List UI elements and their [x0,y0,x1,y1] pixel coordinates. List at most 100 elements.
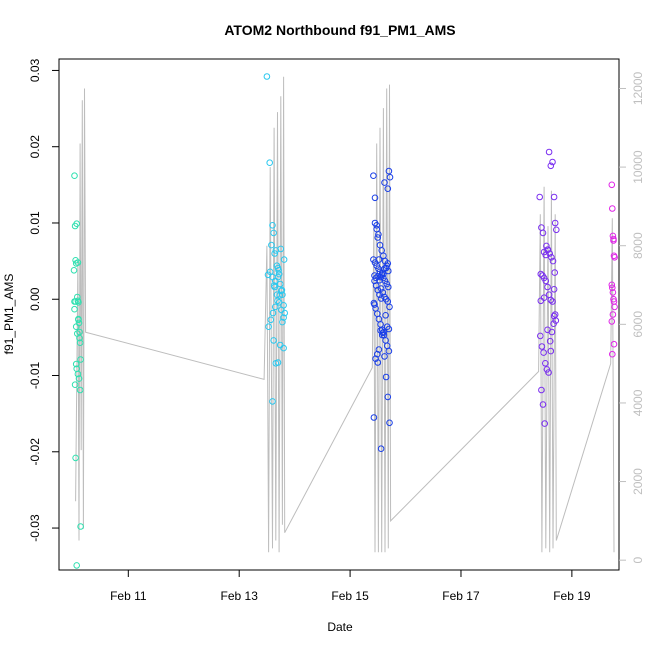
data-point [609,284,616,292]
data-point [551,219,559,227]
data-point [279,318,286,326]
data-point [74,370,82,378]
y-axis-label: f91_PM1_AMS [2,274,16,355]
data-point [386,173,394,181]
data-point [553,226,560,234]
data-point [275,270,283,278]
data-point [75,299,82,306]
data-point [371,301,378,308]
y-tick-label: 0.01 [28,211,42,235]
data-point [608,281,616,289]
data-point [263,73,271,80]
series-layer [70,73,618,569]
data-point [276,292,284,299]
data-point [549,298,556,305]
data-point [375,265,382,273]
x-tick-label: Feb 19 [553,589,591,603]
x-axis-label: Date [327,620,353,634]
data-point [271,303,279,311]
data-point [539,401,547,408]
y-tick-label: -0.01 [28,362,42,390]
data-point [270,337,277,344]
data-point [609,205,616,212]
data-point [269,309,277,317]
data-point [545,148,553,156]
series-5 [608,181,618,358]
data-point [544,283,551,291]
data-point [609,232,617,240]
data-point [77,523,84,530]
data-point [611,253,618,261]
data-point [543,242,550,250]
data-point [540,294,548,302]
y2-tick-label: 8000 [631,232,645,259]
y-tick-label: 0.02 [28,135,42,159]
y-tick-label: 0.00 [28,287,42,311]
data-point [375,346,383,353]
data-point [382,312,389,319]
x-tick-label: Feb 17 [442,589,480,603]
data-point [385,325,393,333]
data-point [274,297,281,305]
data-point [370,172,377,179]
data-point [385,283,392,291]
data-point [547,296,555,304]
data-point [73,562,80,569]
data-point [265,323,272,331]
y-axis-left: -0.03 -0.02 -0.01 0.00 0.01 0.02 0.03 [28,58,59,542]
plot-frame [58,58,620,571]
data-point [382,373,390,381]
data-point [550,193,558,201]
data-point [280,344,287,352]
data-point [77,356,84,363]
data-point [549,158,556,166]
data-point [546,337,554,345]
data-point [278,286,286,294]
data-point [73,220,80,227]
data-point [76,334,83,342]
data-point [544,326,551,334]
data-point [270,282,278,289]
data-point [267,316,275,324]
data-point [71,381,79,389]
data-point [71,172,78,179]
data-point [280,314,287,321]
data-point [269,222,276,229]
data-point [374,350,381,358]
x-tick-label: Feb 15 [331,589,369,603]
y2-tick-label: 6000 [631,311,645,338]
data-point [275,267,282,274]
data-point [386,419,393,427]
y-tick-label: -0.02 [28,438,42,466]
data-point [551,269,559,276]
data-point [276,280,284,288]
data-point [277,245,285,253]
data-point [548,253,555,261]
data-point [376,291,383,299]
data-point [542,360,549,367]
y-tick-label: -0.03 [28,514,42,542]
data-point [386,303,393,311]
data-point [273,291,281,299]
y2-tick-label: 10000 [631,150,645,184]
data-point [280,256,288,263]
data-point [539,229,547,237]
data-point [385,347,393,355]
data-point [609,311,617,318]
data-point [266,159,274,166]
data-point [547,162,555,170]
data-point [610,235,617,243]
data-point [74,259,82,266]
series-4 [536,148,560,427]
data-point [611,303,618,311]
data-point [370,414,378,421]
data-point [536,193,544,201]
data-point [550,320,557,328]
x-axis: Feb 11 Feb 13 Feb 15 Feb 17 Feb 19 [110,570,591,603]
altitude-layer [75,76,615,553]
data-point [538,386,545,394]
data-point [540,349,547,356]
data-point [538,343,546,350]
